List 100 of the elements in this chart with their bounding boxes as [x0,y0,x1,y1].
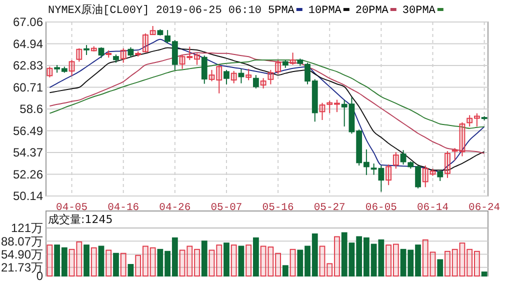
bar [76,241,82,276]
y-tick-label: 67.06 [12,15,44,30]
bar [216,244,222,276]
candlestick [46,66,53,78]
bar [84,244,90,276]
candlestick [444,150,450,178]
bar [452,248,458,276]
y-tick-label: 60.71 [12,80,44,94]
bar [208,250,215,276]
y-tick-label: 54.37 [12,146,44,160]
x-tick-label: 04-05 [56,202,88,214]
bar [224,242,230,276]
bar [246,244,252,276]
bar [253,237,259,276]
bar [230,244,237,276]
bar [459,242,466,276]
candlestick [437,169,444,182]
bar [474,250,480,276]
bar [437,259,444,276]
bar [238,246,244,276]
candlestick [135,50,142,58]
bar [68,248,75,276]
x-tick-label: 06-24 [468,202,500,214]
bar [481,272,488,276]
bar [282,265,288,276]
candlestick [275,60,281,75]
bar [90,247,97,276]
x-tick-label: 05-07 [210,202,242,214]
x-tick-label: 06-14 [416,202,449,214]
legend-label: 10PMA [308,5,342,17]
candlestick [392,152,399,170]
y-tick-label: 88.07万 [0,234,43,248]
candlestick [290,52,296,66]
candlestick [334,99,340,113]
candlestick [98,46,104,59]
bar [430,252,436,276]
bar [98,246,104,276]
bar [386,244,392,276]
y-tick-label: 54.90万 [0,247,43,262]
y-tick-label: 52.26 [12,167,44,182]
candlestick [208,69,215,82]
bar [186,246,193,276]
candlestick [120,48,126,64]
bar [135,254,142,276]
candlestick [90,46,97,52]
bar [444,250,450,276]
x-tick-label: 05-27 [314,202,346,214]
y-tick-label: 50.14 [12,189,44,204]
bar [179,250,186,276]
candlestick [186,46,193,61]
bar [120,252,126,276]
bar [46,244,53,276]
bar [194,248,200,276]
chart-title: NYMEX原油[CL00Y] 2019-06-25 06:10 [48,3,262,17]
candlestick [253,74,259,89]
candlestick [268,69,274,85]
candlestick [452,148,458,161]
bar [128,264,134,276]
bar [422,239,428,276]
candlestick [201,55,208,84]
candlestick [319,102,326,121]
bar [319,246,326,276]
bar [334,236,340,276]
bar [275,252,281,276]
candlestick [128,46,134,58]
bar [260,246,266,276]
y-tick-label: 58.6 [20,102,44,116]
candlestick [150,26,156,36]
bar [113,252,119,276]
candlestick [224,69,230,85]
candlestick [230,70,237,84]
legend-label: 30PMA [402,5,436,17]
legend-label: 20PMA [355,5,389,17]
y-tick-label: 121万 [10,221,43,236]
candlestick [142,32,148,53]
x-tick-label: 04-26 [159,202,191,214]
candlestick [466,114,473,127]
bar [466,248,473,276]
candlestick [179,54,186,70]
bar [150,247,156,276]
bar [201,240,208,276]
candlestick [106,50,112,58]
candlestick [84,44,90,56]
bar [106,250,112,276]
candlestick [216,64,222,94]
y-tick-label: 62.83 [12,58,44,73]
legend-label: 5PMA [268,5,295,17]
x-tick-label: 06-05 [365,202,397,214]
bar [142,246,148,276]
candlestick [474,112,480,127]
y-tick-label: 64.94 [12,37,44,51]
bar [392,244,399,276]
candlestick [260,78,266,89]
candlestick [430,168,436,176]
bar [290,248,296,276]
x-tick-label: 05-16 [262,202,294,214]
y-tick-label: 56.49 [12,124,44,138]
candlestick [194,52,200,66]
candlestick [386,164,392,186]
chart-title: 成交量:1245 [48,213,113,226]
